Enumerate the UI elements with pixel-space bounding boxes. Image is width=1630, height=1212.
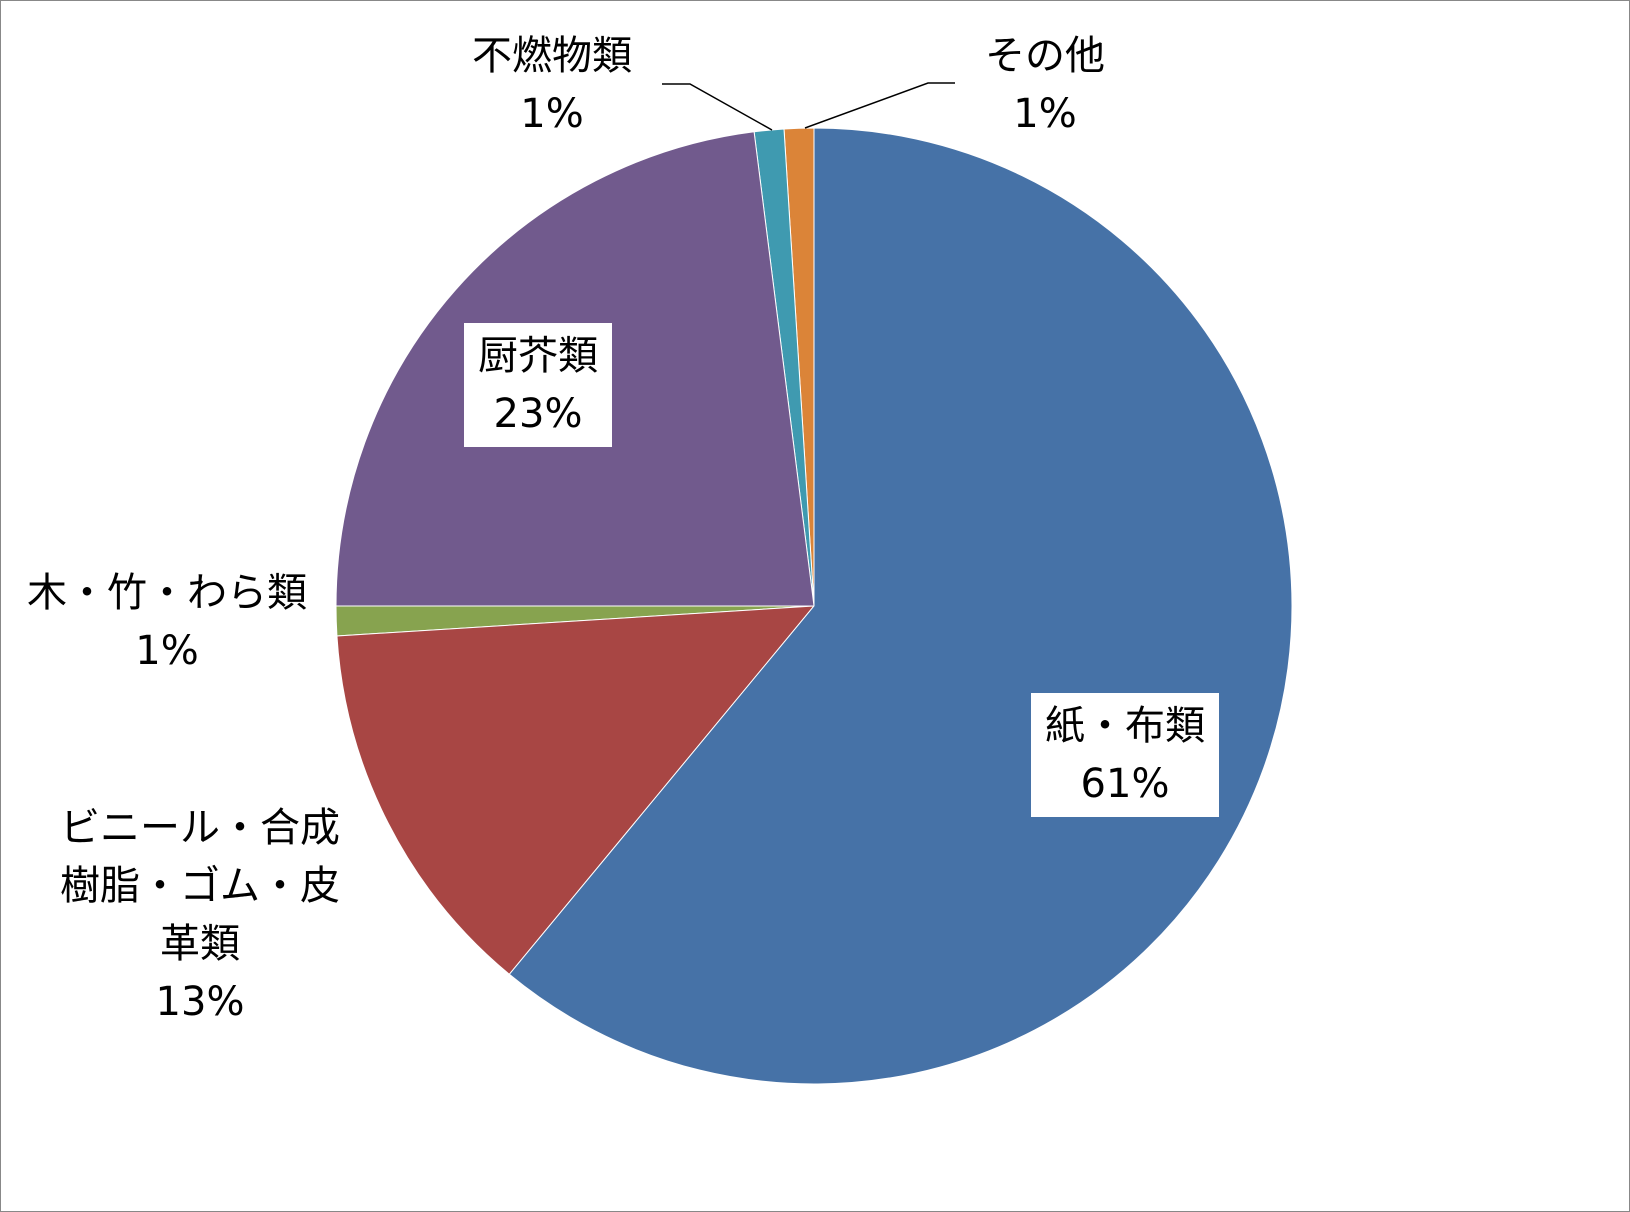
category-label: 木・竹・わら類 bbox=[27, 570, 307, 616]
category-label: 紙・布類 bbox=[1045, 703, 1205, 749]
data-label: ビニール・合成樹脂・ゴム・皮革類 13% bbox=[50, 799, 350, 1031]
value-label: 13% bbox=[155, 979, 245, 1025]
leader-line bbox=[662, 83, 773, 131]
value-label: 1% bbox=[520, 91, 584, 137]
value-label: 23% bbox=[493, 391, 583, 437]
data-label: 厨芥類 23% bbox=[464, 323, 612, 447]
pie-slice bbox=[508, 127, 1293, 1085]
data-label: 木・竹・わら類 1% bbox=[27, 564, 307, 680]
data-label: 不燃物類 1% bbox=[472, 27, 632, 143]
value-label: 61% bbox=[1080, 761, 1170, 807]
data-label: 紙・布類 61% bbox=[1031, 693, 1219, 817]
leader-line bbox=[804, 82, 955, 129]
category-label: 厨芥類 bbox=[478, 333, 598, 379]
category-label: その他 bbox=[985, 33, 1105, 79]
value-label: 1% bbox=[135, 628, 199, 674]
pie-slice bbox=[336, 605, 816, 976]
value-label: 1% bbox=[1013, 91, 1077, 137]
category-label: ビニール・合成樹脂・ゴム・皮革類 bbox=[60, 805, 340, 967]
category-label: 不燃物類 bbox=[472, 33, 632, 79]
data-label: その他 1% bbox=[985, 27, 1105, 143]
